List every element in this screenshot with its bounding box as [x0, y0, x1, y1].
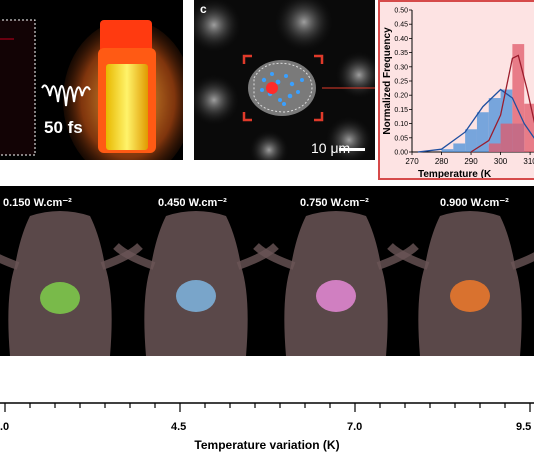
power-label-3: 0.750 W.cm⁻² [300, 197, 369, 209]
chart-y-tick-label: 0.35 [394, 50, 408, 57]
chart-bar [500, 123, 513, 152]
chart-y-tick-label: 0.40 [394, 36, 408, 43]
mouse-image [253, 211, 419, 356]
colorbar-tick-2: 4.5 [171, 421, 187, 433]
chart-x-tick-label: 300 [494, 157, 508, 166]
chart-y-tick-label: 0.00 [394, 150, 408, 157]
power-label-1: 0.150 W.cm⁻² [3, 197, 72, 209]
chart-bar [441, 149, 454, 152]
cell-image-panel: c 10 μm [194, 0, 375, 160]
colorbar-tick-4: 9.5 [516, 421, 532, 433]
chart-y-tick-label: 0.30 [394, 64, 408, 71]
chart-bar [512, 44, 525, 152]
chart-bar [465, 129, 477, 152]
vial-illustration [0, 19, 183, 160]
chart-y-tick-label: 0.25 [394, 79, 408, 86]
panel-letter: c [200, 2, 207, 16]
chart-bar [524, 103, 534, 152]
mice-thermal-images [0, 211, 534, 356]
chart-fit-curve [470, 54, 534, 153]
pulse-duration-label: 50 fs [44, 118, 83, 137]
mouse-image [0, 211, 143, 356]
colorbar-tick-3: 7.0 [347, 421, 363, 433]
mouse-image [387, 211, 534, 356]
mouse-image [113, 211, 279, 356]
chart-bar [500, 89, 513, 152]
chart-x-tick-label: 290 [464, 157, 478, 166]
power-label-2: 0.450 W.cm⁻² [158, 197, 227, 209]
chart-x-label: Temperature (K [418, 169, 492, 180]
chart-fit-curve [417, 88, 534, 153]
chart-y-tick-label: 0.10 [394, 121, 408, 128]
colorbar-axis [0, 402, 534, 412]
chart-y-tick-label: 0.50 [394, 8, 408, 15]
chart-bar [453, 143, 466, 152]
colorbar-tick-left: .0 [0, 421, 10, 433]
chart-y-tick-label: 0.45 [394, 22, 408, 29]
scale-bar-label: 10 μm [311, 140, 351, 156]
chart-bar [476, 112, 489, 152]
chart-bar [488, 98, 501, 152]
mice-panel: 0.150 W.cm⁻² 0.450 W.cm⁻² 0.750 W.cm⁻² 0… [0, 186, 534, 356]
chart-y-tick-label: 0.20 [394, 93, 408, 100]
chart-x-tick-label: 280 [435, 157, 449, 166]
chart-y-label: Normalized Frequency [382, 27, 393, 135]
vial-panel: 50 fs [0, 0, 183, 160]
histogram-chart: 0.00 0.05 0.10 0.15 0.20 0.25 0.30 0.35 0.40 0.45… [382, 8, 534, 180]
cell-micrograph [194, 0, 375, 160]
chart-x-tick-label: 270 [405, 157, 419, 166]
histogram-panel: 0.00 0.05 0.10 0.15 0.20 0.25 0.30 0.35 0.40 0.45… [378, 0, 534, 180]
colorbar-axis-title: Temperature variation (K) [194, 438, 340, 452]
chart-x-tick-label: 310 [523, 157, 534, 166]
power-label-4: 0.900 W.cm⁻² [440, 197, 509, 209]
chart-bar [488, 143, 501, 152]
chart-y-tick-label: 0.15 [394, 107, 408, 114]
chart-y-tick-label: 0.05 [394, 135, 408, 142]
